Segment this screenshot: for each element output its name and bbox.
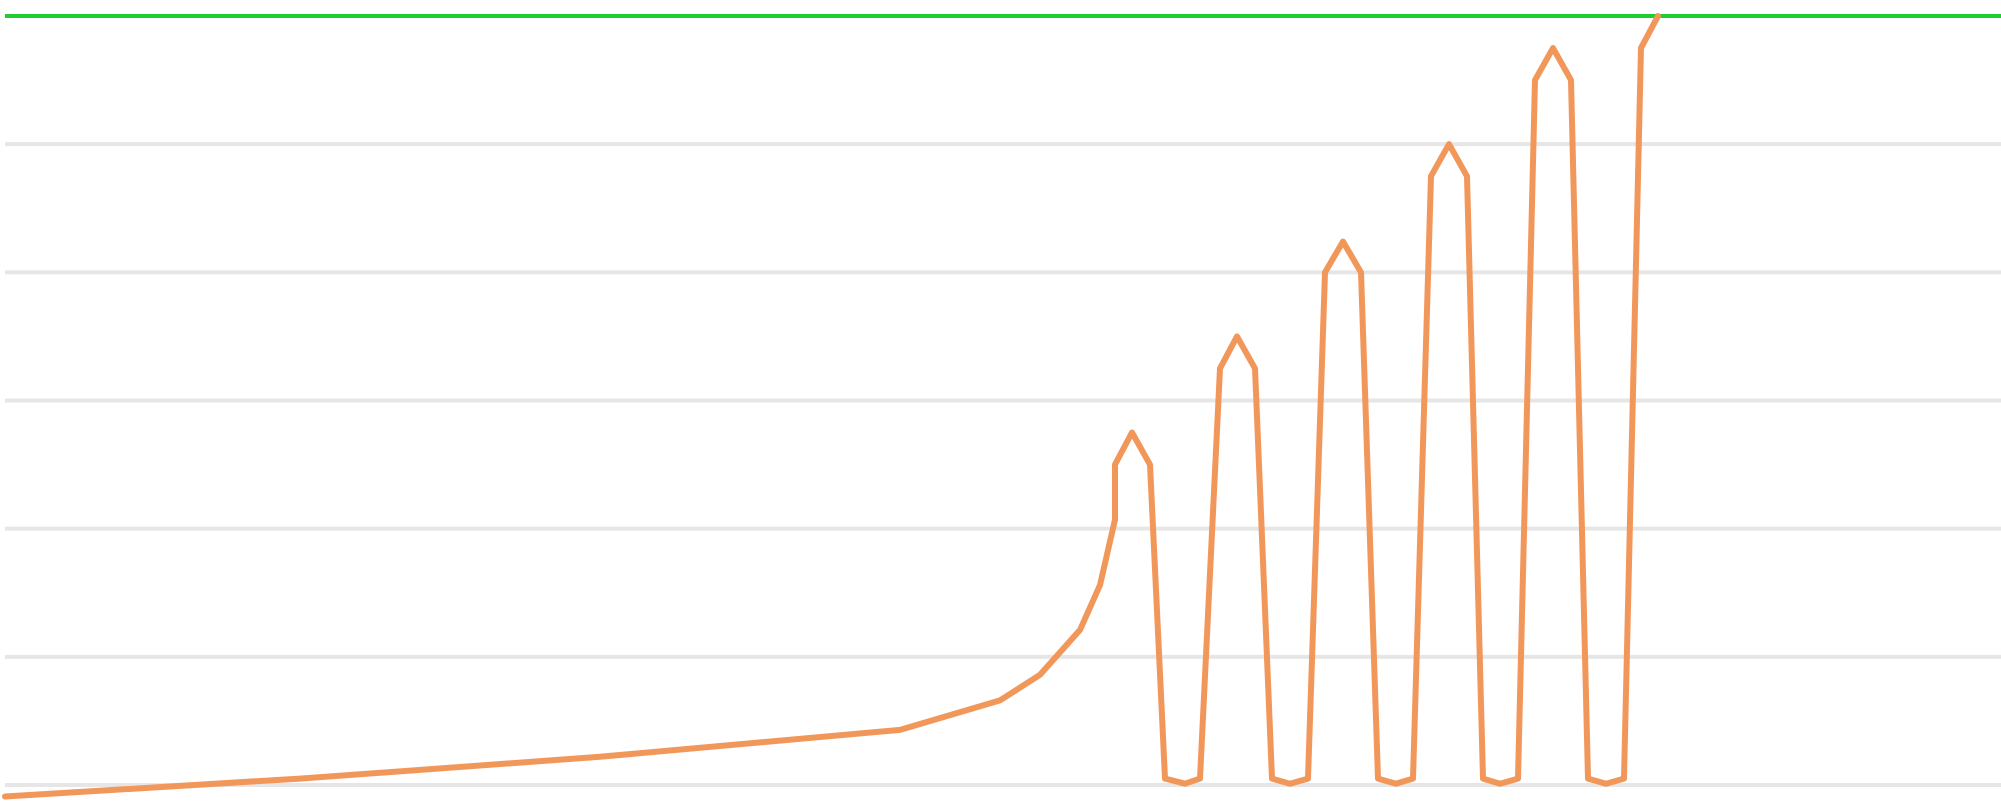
data-line: [2, 13, 1661, 800]
